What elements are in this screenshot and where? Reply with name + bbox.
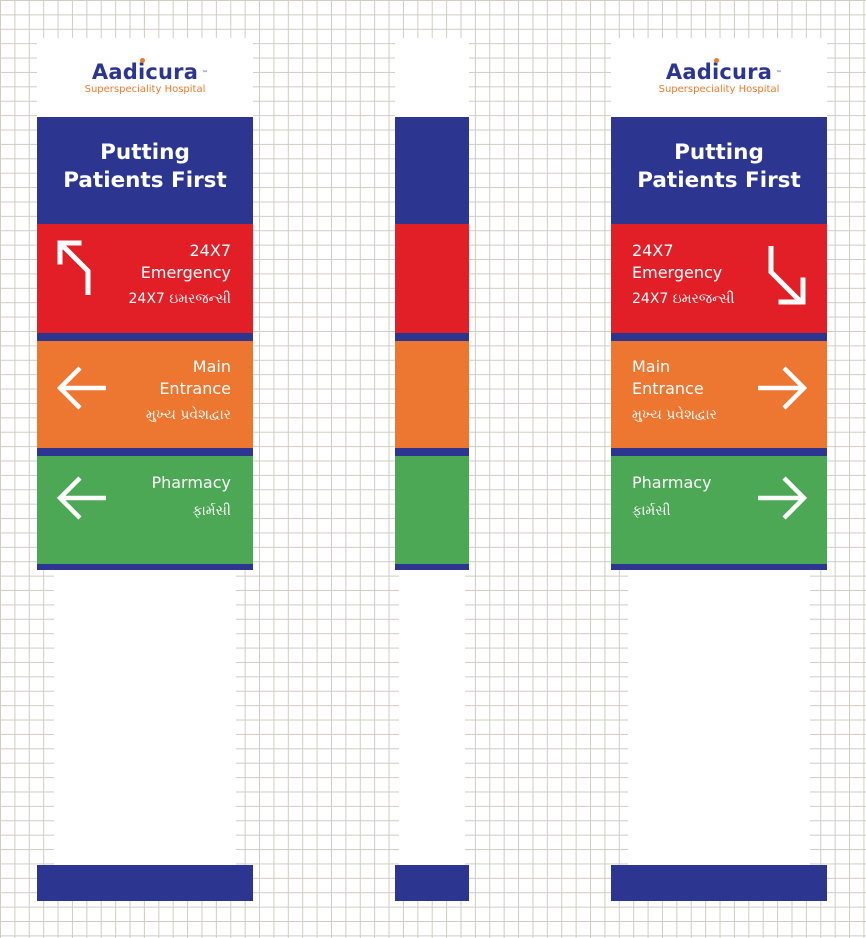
- main-entrance-sign: Main Entrance મુખ્ય પ્રવેશદ્વાર: [37, 341, 253, 448]
- pharmacy-gujarati: ફાર્મસી: [632, 503, 671, 519]
- logo-panel: Aadicura ™ Superspeciality Hospital: [37, 38, 253, 117]
- arrow-left-icon: [57, 476, 106, 520]
- tagline-line1: Putting: [674, 140, 764, 165]
- emergency-sign: 24X7 Emergency 24X7 ઇમરજન્સી: [611, 224, 827, 333]
- divider: [37, 448, 253, 456]
- emergency-line2: Emergency: [632, 263, 723, 282]
- divider: [395, 448, 469, 456]
- side-view-totem: [395, 38, 469, 902]
- logo-panel: Aadicura ™ Superspeciality Hospital: [611, 38, 827, 117]
- pharmacy-line1: Pharmacy: [151, 473, 231, 492]
- emergency-line2: Emergency: [140, 263, 231, 282]
- brand-logo: Aadicura ™ Superspeciality Hospital: [611, 58, 827, 96]
- arrow-down-right-icon: [768, 246, 806, 305]
- tagline-line2: Patients First: [637, 168, 801, 193]
- emergency-line1: 24X7: [189, 241, 232, 260]
- divider: [395, 333, 469, 341]
- left-signage-totem: Aadicura ™ Superspeciality Hospital Putti…: [37, 38, 253, 902]
- entrance-line1: Main: [192, 357, 231, 376]
- divider: [37, 333, 253, 341]
- divider: [611, 448, 827, 456]
- divider: [611, 333, 827, 341]
- logo-dot-icon: [713, 58, 719, 63]
- emergency-sign: 24X7 Emergency 24X7 ઇમરજન્સી: [37, 224, 253, 333]
- logo-dot-icon: [139, 58, 145, 63]
- divider: [395, 564, 469, 570]
- tagline-panel: Putting Patients First: [37, 117, 253, 224]
- base-band: [37, 865, 253, 901]
- arrow-up-left-icon: [57, 240, 91, 295]
- tagline-line1: Putting: [100, 140, 190, 165]
- pharmacy-sign: Pharmacy ફાર્મસી: [37, 456, 253, 564]
- pharmacy-gujarati: ફાર્મસી: [192, 503, 231, 519]
- right-signage-totem: Aadicura ™ Superspeciality Hospital Putti…: [611, 38, 827, 902]
- entrance-line1: Main: [632, 357, 671, 376]
- entrance-gujarati: મુખ્ય પ્રવેશદ્વાર: [146, 407, 231, 423]
- emergency-gujarati: 24X7 ઇમરજન્સી: [128, 291, 232, 307]
- brand-subtitle: Superspeciality Hospital: [658, 84, 780, 95]
- divider: [37, 564, 253, 570]
- main-entrance-sign: Main Entrance મુખ્ય પ્રવેશદ્વાર: [611, 341, 827, 448]
- trademark: ™: [201, 70, 209, 77]
- entrance-gujarati: મુખ્ય પ્રવેશદ્વાર: [632, 407, 717, 423]
- brand-name: Aadicura: [91, 60, 199, 84]
- side-red: [395, 224, 469, 333]
- emergency-line1: 24X7: [632, 241, 674, 260]
- side-base: [395, 865, 469, 901]
- pharmacy-sign: Pharmacy ફાર્મસી: [611, 456, 827, 564]
- side-green: [395, 456, 469, 564]
- pharmacy-line1: Pharmacy: [632, 473, 712, 492]
- brand-subtitle: Superspeciality Hospital: [84, 84, 206, 95]
- side-blank: [399, 570, 465, 865]
- side-blue: [395, 117, 469, 224]
- arrow-right-icon: [758, 476, 807, 520]
- tagline-line2: Patients First: [63, 168, 227, 193]
- arrow-left-icon: [57, 366, 106, 410]
- brand-logo: Aadicura ™ Superspeciality Hospital: [37, 58, 253, 96]
- side-orange: [395, 341, 469, 448]
- divider: [611, 564, 827, 570]
- brand-name: Aadicura: [665, 60, 773, 84]
- entrance-line2: Entrance: [159, 379, 231, 398]
- trademark: ™: [775, 70, 783, 77]
- blank-panel: [54, 570, 236, 865]
- blank-panel: [628, 570, 810, 865]
- arrow-right-icon: [758, 366, 807, 410]
- tagline-panel: Putting Patients First: [611, 117, 827, 224]
- side-top: [395, 38, 469, 117]
- base-band: [611, 865, 827, 901]
- entrance-line2: Entrance: [632, 379, 704, 398]
- emergency-gujarati: 24X7 ઇમરજન્સી: [632, 291, 735, 307]
